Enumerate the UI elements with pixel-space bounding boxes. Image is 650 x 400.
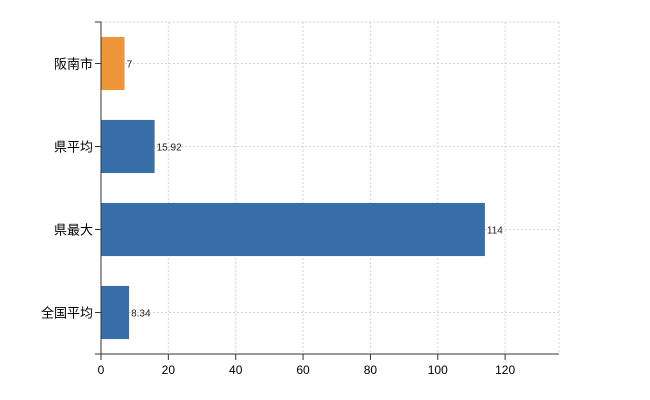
bar-0	[101, 36, 125, 91]
category-label-2: 県最大	[54, 224, 93, 239]
x-tick-label-0: 0	[98, 363, 105, 377]
bar-1	[101, 119, 155, 174]
category-label-3: 全国平均	[41, 306, 93, 322]
x-tick-label-3: 60	[296, 363, 310, 377]
gridlines	[101, 21, 560, 354]
x-tick-label-4: 80	[364, 363, 378, 377]
value-label-2: 114	[487, 226, 503, 237]
value-label-3: 8.34	[131, 309, 151, 320]
category-label-0: 阪南市	[54, 57, 93, 73]
bar-3	[101, 285, 130, 340]
x-tick-label-2: 40	[229, 363, 243, 377]
value-label-0: 7	[127, 60, 133, 71]
x-tick-label-1: 20	[162, 363, 176, 377]
x-tick-labels-group: 0 20 40 60 80 100 120	[98, 363, 516, 377]
axes-group	[95, 21, 559, 360]
value-label-1: 15.92	[157, 143, 182, 154]
bars-group	[101, 36, 485, 340]
category-label-1: 県平均	[54, 141, 93, 156]
x-tick-label-5: 100	[428, 363, 448, 377]
value-labels-group: 7 15.92 114 8.34	[127, 60, 504, 320]
bar-2	[101, 202, 485, 257]
x-tick-label-6: 120	[495, 363, 515, 377]
